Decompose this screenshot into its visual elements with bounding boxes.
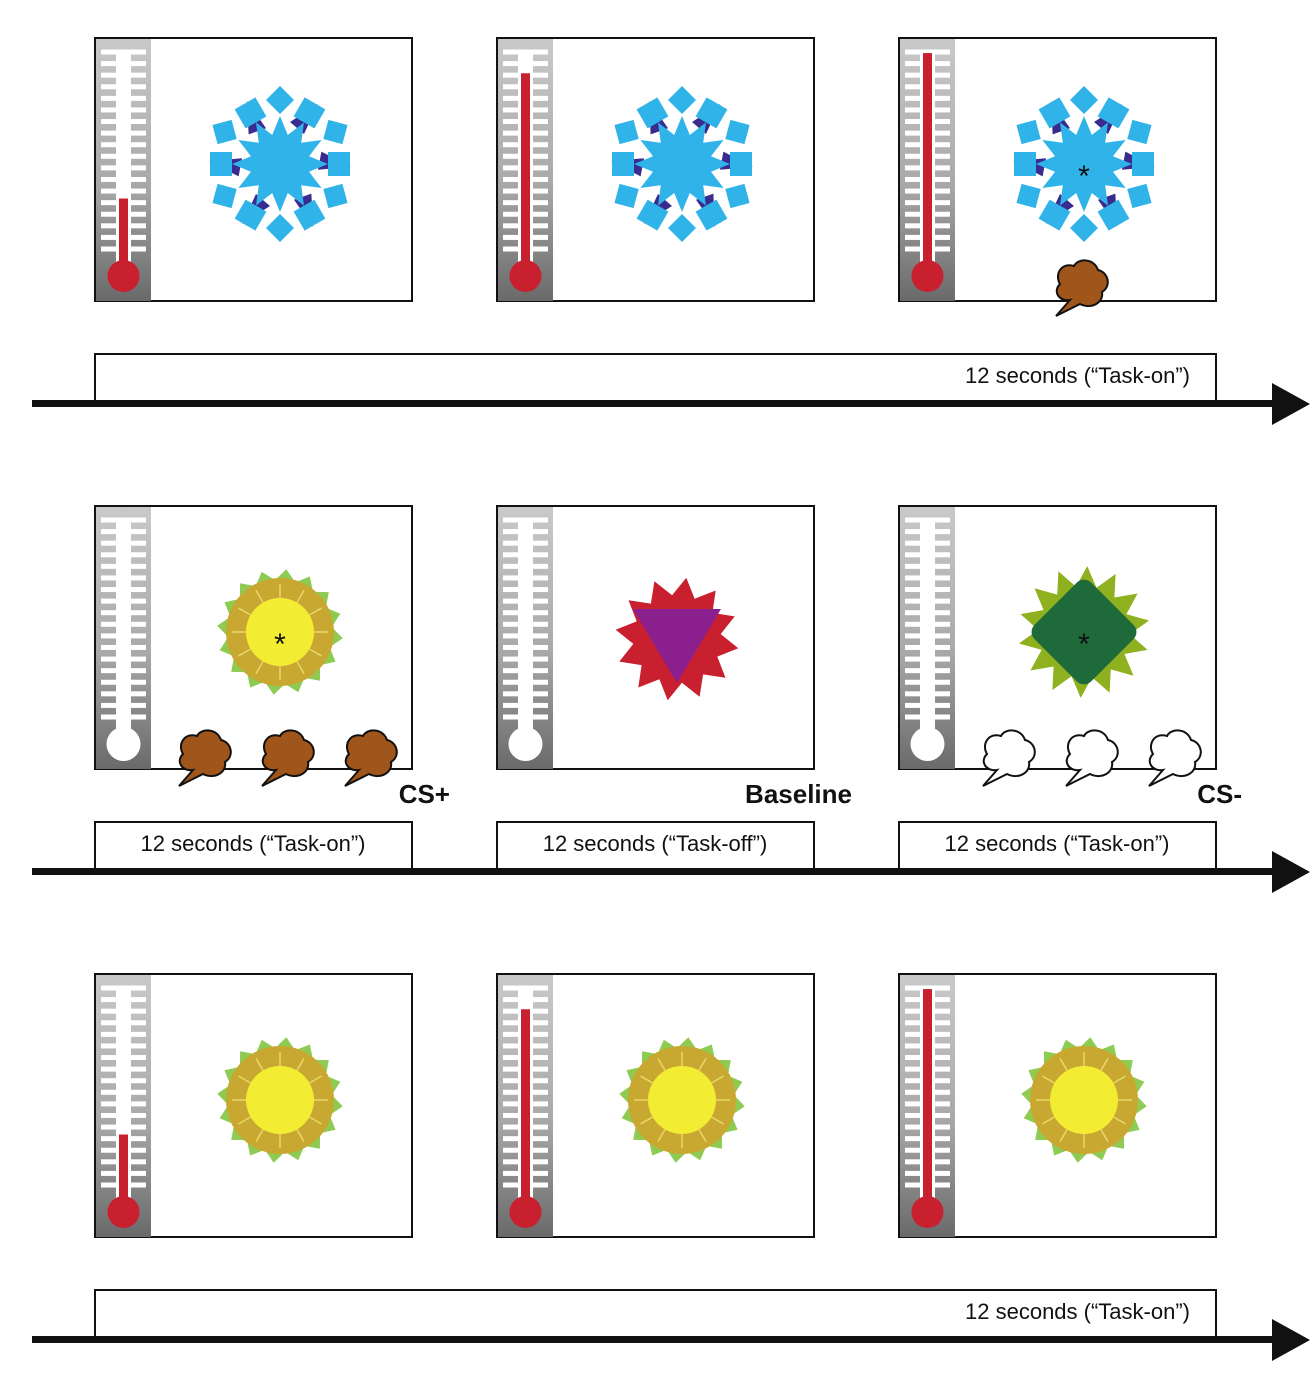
- thermometer-bulb: [107, 1196, 140, 1228]
- empty-thought-bubble-icon: [1065, 729, 1119, 787]
- duration-box: [898, 821, 1217, 870]
- snowflake-stimulus: [1013, 86, 1155, 242]
- duration-box: [94, 1289, 1217, 1338]
- green-diamond-stimulus: [1019, 566, 1149, 698]
- stimulus-panel: *: [898, 37, 1217, 317]
- thermometer-mercury: [119, 1134, 128, 1212]
- thermometer-tube: [518, 518, 533, 740]
- time-axis: [32, 868, 1277, 875]
- sun-stimulus: [619, 1037, 745, 1163]
- stimulus-panel: [496, 505, 815, 770]
- duration-box: [94, 821, 413, 870]
- thought-bubble-icon: [261, 729, 315, 787]
- cs-minus-label: CS-: [1197, 779, 1242, 809]
- baseline-label: Baseline: [745, 779, 852, 809]
- stimulus-panel: *: [898, 505, 1217, 787]
- fixation-asterisk: *: [1078, 160, 1090, 193]
- thermometer-bulb: [509, 1196, 542, 1228]
- thought-bubble-icon: [178, 729, 232, 787]
- fixation-asterisk: *: [1078, 628, 1090, 661]
- thermometer-tube: [116, 518, 131, 740]
- stimulus-panel: *: [94, 505, 413, 787]
- time-axis: [32, 1336, 1277, 1343]
- snowflake-stimulus: [209, 86, 351, 242]
- thought-bubble-icon: [344, 729, 398, 787]
- sun-stimulus: [217, 569, 343, 695]
- thermometer-bulb: [911, 1196, 944, 1228]
- time-arrowhead: [1272, 383, 1310, 425]
- thermometer-mercury: [119, 198, 128, 276]
- stimulus-panel: [94, 37, 413, 302]
- time-arrowhead: [1272, 1319, 1310, 1361]
- cs-plus-label: CS+: [399, 779, 450, 809]
- duration-box: [94, 353, 1217, 402]
- thermometer-tube: [920, 518, 935, 740]
- thermometer-mercury: [521, 1009, 530, 1212]
- duration-label: 12 seconds (“Task-off”): [543, 831, 768, 856]
- stimulus-panel: [94, 973, 413, 1238]
- thermometer-bulb: [911, 260, 944, 292]
- stimulus-panel: [898, 973, 1217, 1238]
- time-arrowhead: [1272, 851, 1310, 893]
- empty-thought-bubble-icon: [982, 729, 1036, 787]
- timeline-row-2: CS+ Baseline CS- 12 seconds (“Task-on”) …: [32, 779, 1310, 893]
- sun-stimulus: [217, 1037, 343, 1163]
- timeline-row-3: 12 seconds (“Task-on”): [32, 1289, 1310, 1361]
- thought-bubble-icon: [1055, 259, 1109, 317]
- thermometer-mercury: [923, 989, 932, 1212]
- sun-stimulus: [1021, 1037, 1147, 1163]
- panels: * * *: [94, 37, 1217, 1238]
- duration-label: 12 seconds (“Task-on”): [141, 831, 366, 856]
- thermometer-bulb: [508, 727, 543, 761]
- fixation-asterisk: *: [274, 628, 286, 661]
- timeline-row-1: 12 seconds (“Task-on”): [32, 353, 1310, 425]
- thermometer-bulb: [509, 260, 542, 292]
- thermometer-bulb: [106, 727, 141, 761]
- thermometer-bulb: [910, 727, 945, 761]
- thermometer-mercury: [923, 53, 932, 277]
- duration-label: 12 seconds (“Task-on”): [965, 1299, 1190, 1324]
- red-star-triangle-stimulus: [615, 577, 739, 701]
- duration-label: 12 seconds (“Task-on”): [965, 363, 1190, 388]
- stimulus-panel: [496, 973, 815, 1238]
- snowflake-stimulus: [611, 86, 753, 242]
- thermometer-mercury: [521, 73, 530, 276]
- time-axis: [32, 400, 1277, 407]
- stimulus-panel: [496, 37, 815, 302]
- duration-box: [496, 821, 815, 870]
- thermometer-bulb: [107, 260, 140, 292]
- empty-thought-bubble-icon: [1148, 729, 1202, 787]
- duration-label: 12 seconds (“Task-on”): [945, 831, 1170, 856]
